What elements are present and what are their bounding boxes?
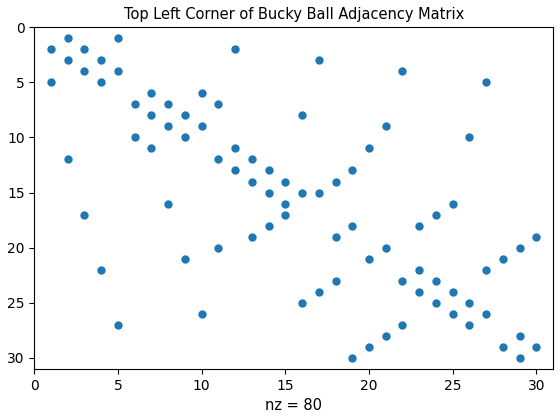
- X-axis label: nz = 80: nz = 80: [265, 398, 322, 413]
- Title: Top Left Corner of Bucky Ball Adjacency Matrix: Top Left Corner of Bucky Ball Adjacency …: [124, 7, 464, 22]
